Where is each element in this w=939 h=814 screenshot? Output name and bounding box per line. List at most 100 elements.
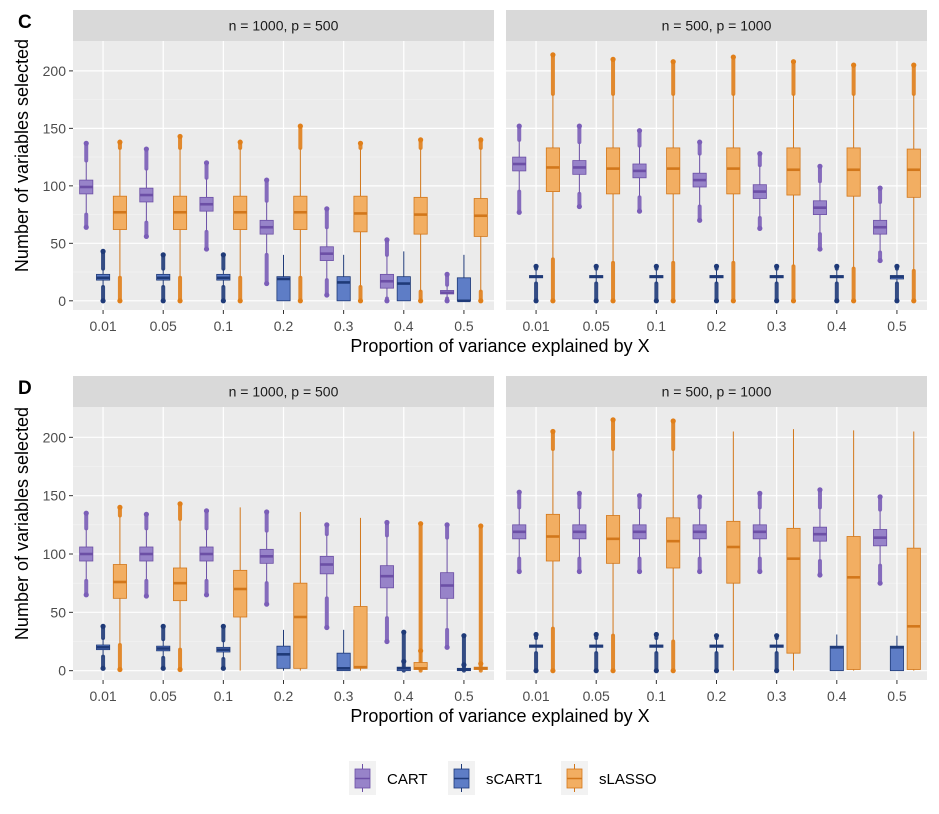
outlier-point <box>877 494 883 500</box>
legend-item-cart: CART <box>349 761 428 795</box>
box-sLASSO-0.3 <box>353 140 368 304</box>
y-tick-label: 200 <box>43 429 67 445</box>
box-iqr <box>336 276 351 302</box>
panel-3: n = 1000, p = 500 0 50 100 150 200 0.01 0.05 0.1… <box>18 376 494 704</box>
outlier-point <box>461 633 467 639</box>
box-sCART1-0.01 <box>529 631 544 674</box>
outlier-point <box>516 123 522 129</box>
outlier-point <box>357 140 364 146</box>
y-tick-label: 150 <box>43 120 67 136</box>
outlier-point <box>264 601 270 607</box>
outlier-point <box>160 623 166 629</box>
outlier-point <box>324 292 330 298</box>
outlier-point <box>851 298 857 304</box>
outlier-point <box>418 521 424 527</box>
x-tick-label: 0.2 <box>274 688 294 704</box>
box-sLASSO-0.05 <box>173 501 188 673</box>
box-iqr <box>666 147 681 195</box>
box-sCART1-0.5 <box>456 633 471 673</box>
outlier-point <box>237 298 243 304</box>
box-iqr <box>396 276 411 302</box>
outlier-point <box>444 644 450 650</box>
box-sLASSO-0.1 <box>233 507 248 671</box>
box-sCART1-0.2 <box>709 633 724 674</box>
panel-tag: D <box>18 378 32 399</box>
chart-labels: Proportion of variance explained by X Num… <box>12 39 650 726</box>
x-tick-label: 0.5 <box>887 318 907 334</box>
outlier-point <box>757 225 763 231</box>
outlier-point <box>817 487 823 493</box>
outlier-point <box>610 56 616 62</box>
x-tick-label: 0.05 <box>583 688 610 704</box>
outlier-point <box>357 298 364 304</box>
outlier-point <box>697 139 703 145</box>
x-axis-title: Proportion of variance explained by X <box>350 706 649 726</box>
panel-tag: C <box>18 12 32 33</box>
outlier-point <box>478 523 484 529</box>
x-tick-label: 0.1 <box>647 688 667 704</box>
outlier-point <box>653 668 659 674</box>
x-tick-label: 0.05 <box>150 688 177 704</box>
box-iqr <box>606 147 621 195</box>
x-tick-label: 0.1 <box>214 318 234 334</box>
box-CART-0.1 <box>199 160 214 252</box>
outlier-point <box>533 631 539 638</box>
panel-1: n = 1000, p = 500 0 50 100 150 200 0.01 0.05 0.1… <box>18 10 494 334</box>
box-CART-0.2 <box>259 177 274 287</box>
outlier-point <box>384 237 390 243</box>
box-iqr <box>336 652 351 672</box>
box-CART-0.4 <box>379 237 394 304</box>
outlier-point <box>697 494 703 500</box>
box-CART-0.01 <box>512 123 527 215</box>
outlier-point <box>593 298 599 304</box>
outlier-point <box>461 662 467 668</box>
box-sLASSO-0.1 <box>666 59 681 304</box>
box-sCART1-0.3 <box>769 263 784 304</box>
outlier-point <box>713 633 720 639</box>
box-sCART1-0.2 <box>276 629 291 671</box>
outlier-point <box>576 123 582 129</box>
chart-panels: n = 1000, p = 500 0 50 100 150 200 0.01 0.05 0.1… <box>18 10 927 704</box>
box-sLASSO-0.4 <box>413 521 428 673</box>
box-sCART1-0.3 <box>769 633 784 674</box>
box-sLASSO-0.3 <box>353 517 368 671</box>
box-CART-0.5 <box>440 522 455 650</box>
box-iqr <box>889 645 904 672</box>
box-sCART1-0.5 <box>456 254 471 303</box>
outlier-point <box>220 252 226 258</box>
facet-strip <box>73 10 494 41</box>
box-sCART1-0.3 <box>336 254 351 302</box>
outlier-point <box>713 298 720 304</box>
box-sLASSO-0.5 <box>906 62 921 304</box>
panel-4: n = 500, p = 1000 0.01 0.05 0.1 0.2 0.3 0.4 0.5 <box>506 376 927 704</box>
box-sCART1-0.05 <box>589 263 604 304</box>
outlier-point <box>774 298 780 304</box>
outlier-point <box>593 668 599 674</box>
outlier-point <box>636 568 643 575</box>
outlier-point <box>100 665 106 671</box>
outlier-point <box>160 252 166 258</box>
outlier-point <box>593 631 599 638</box>
outlier-point <box>697 217 703 223</box>
outlier-point <box>894 298 900 304</box>
outlier-point <box>401 658 407 664</box>
outlier-point <box>220 298 226 304</box>
outlier-point <box>790 59 797 65</box>
x-tick-label: 0.05 <box>583 318 610 334</box>
outlier-point <box>576 568 582 575</box>
box-sCART1-0.4 <box>829 263 844 304</box>
facet-label: n = 500, p = 1000 <box>662 18 772 34</box>
outlier-point <box>117 139 123 145</box>
x-tick-label: 0.3 <box>334 688 354 704</box>
outlier-point <box>418 137 424 143</box>
box-iqr <box>456 277 471 302</box>
outlier-point <box>418 298 424 304</box>
box-sLASSO-0.01 <box>545 52 560 304</box>
box-CART-0.1 <box>632 493 647 575</box>
box-iqr <box>786 527 801 654</box>
y-tick-label: 100 <box>43 546 67 562</box>
box-sLASSO-0.05 <box>173 133 188 304</box>
outlier-point <box>790 298 797 304</box>
x-tick-label: 0.3 <box>334 318 354 334</box>
outlier-point <box>297 298 303 304</box>
